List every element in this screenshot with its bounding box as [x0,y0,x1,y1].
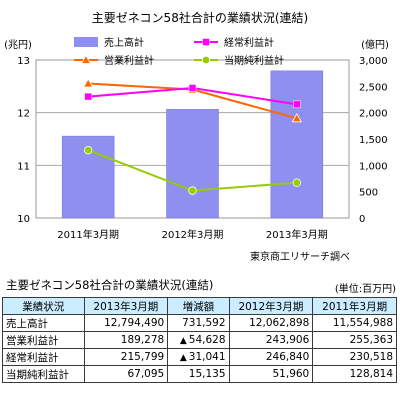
diff-value: 15,135 [188,368,226,380]
table-title: 主要ゼネコン58社合計の業績状況(連結) [6,278,214,292]
marker-operating-profit [291,112,303,123]
cell-diff: 15,135 [167,365,230,383]
legend-swatch-sales [74,37,98,47]
table-row: 当期純利益計 67,095 15,135 51,960 128,814 [2,365,397,383]
cell-2011: 230,518 [312,348,397,366]
cell-diff: 731,592 [167,314,230,332]
right-tick-label: 1,500 [359,135,388,146]
header-diff: 増減額 [167,297,230,315]
decrease-mark: ▲ [179,336,187,346]
right-tick-label: 2,500 [359,82,388,93]
right-tick-label: 3,000 [359,56,388,67]
marker-ordinary-profit [293,100,301,109]
cell-2011: 128,814 [312,365,397,383]
row-label: 売上高計 [2,314,85,332]
right-tick-label: 0 [359,214,365,225]
row-label: 当期純利益計 [2,365,85,383]
right-tick-label: 2,000 [359,109,388,120]
cell-2012: 51,960 [228,365,314,383]
bar-sales [61,135,115,219]
combo-chart: 主要ゼネコン58社合計の業績状況(連結) 10 11 12 13 (兆円) 0 500 1,00… [4,10,389,263]
cell-2011: 11,554,988 [312,314,397,332]
cell-2013: 189,278 [83,331,169,349]
source-note: 東京商工リサーチ調べ [250,250,350,263]
results-table: 業績状況 2013年3月期 増減額 2012年3月期 2011年3月期 売上高計… [2,297,397,383]
marker-ordinary-profit [188,84,197,92]
cell-2012: 243,906 [228,331,314,349]
right-tick-label: 500 [359,188,378,199]
bar-sales [166,109,219,219]
diff-value: 54,628 [188,334,226,346]
cell-2013: 12,794,490 [83,314,169,332]
row-label: 営業利益計 [2,331,85,349]
marker-operating-profit [82,78,94,88]
header-2012: 2012年3月期 [228,297,314,315]
left-tick-label: 13 [17,56,30,67]
left-axis-unit: (兆円) [4,39,32,51]
legend-marker-net-income [201,55,211,65]
table-row: 売上高計 12,794,490 731,592 12,062,898 11,55… [2,314,397,332]
header-2011: 2011年3月期 [312,297,397,315]
x-tick-label: 2012年3月期 [162,228,224,241]
cell-2013: 215,799 [83,348,169,366]
decrease-mark: ▲ [179,353,187,363]
row-label: 経常利益計 [2,348,85,366]
table-header-row: 業績状況 2013年3月期 増減額 2012年3月期 2011年3月期 [2,297,397,315]
left-tick-label: 12 [17,109,30,120]
cell-diff: ▲ 54,628 [167,331,230,349]
marker-ordinary-profit [84,92,92,101]
x-tick-label: 2011年3月期 [57,228,119,241]
bar-sales [270,70,324,219]
header-status: 業績状況 [2,297,85,315]
marker-net-income [83,145,93,155]
table-row: 営業利益計 189,278 ▲ 54,628 243,906 255,363 [2,331,397,349]
table-unit: (単位:百万円) [334,284,396,295]
x-tick-label: 2013年3月期 [266,228,328,241]
right-axis-unit: (億円) [361,38,389,51]
cell-2013: 67,095 [83,365,169,383]
marker-net-income [188,186,197,195]
marker-net-income [292,178,302,187]
cell-2012: 246,840 [228,348,314,366]
header-2013: 2013年3月期 [83,297,169,315]
legend-marker-ordinary-profit [202,38,210,46]
legend-label-sales: 売上高計 [104,36,144,49]
cell-diff: ▲ 31,041 [167,348,230,366]
table-row: 経常利益計 215,799 ▲ 31,041 246,840 230,518 [2,348,397,366]
legend-marker-operating-profit [80,54,92,64]
right-tick-label: 1,000 [359,161,388,172]
legend-label-ordinary-profit: 経常利益計 [224,36,274,49]
left-tick-label: 11 [17,161,30,172]
diff-value: 31,041 [188,351,226,363]
left-tick-label: 10 [17,214,30,225]
cell-2012: 12,062,898 [228,314,314,332]
legend-label-net-income: 当期純利益計 [224,54,284,67]
diff-value: 731,592 [182,317,226,329]
legend-label-operating-profit: 営業利益計 [104,54,154,67]
cell-2011: 255,363 [312,331,397,349]
chart-title: 主要ゼネコン58社合計の業績状況(連結) [92,10,308,25]
